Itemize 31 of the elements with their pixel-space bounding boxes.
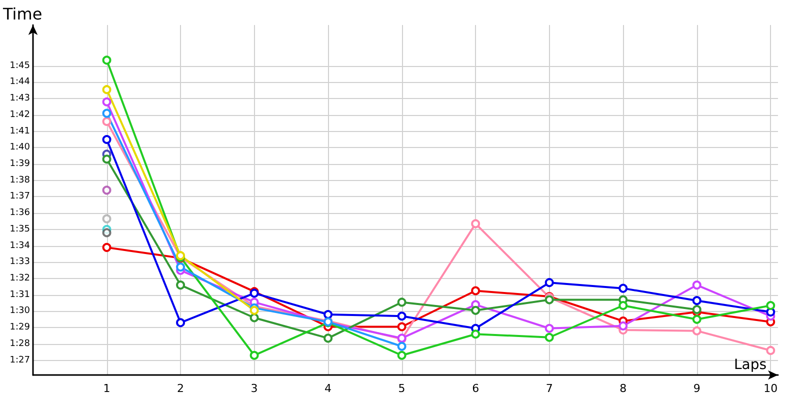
x-tick-label: 7 [546,382,553,395]
x-axis-title: Laps [734,357,767,373]
y-tick-label: 1:35 [10,224,30,234]
y-axis-title: Time [2,4,42,24]
x-tick-label: 1 [103,382,110,395]
x-tick-label: 9 [693,382,700,395]
y-tick-label: 1:36 [10,208,30,218]
x-tick-label: 10 [764,382,778,395]
x-tick-label: 8 [620,382,627,395]
y-tick-label: 1:30 [10,306,30,316]
y-tick-label: 1:40 [10,142,30,153]
y-tick-label: 1:37 [10,192,30,202]
y-tick-label: 1:41 [10,126,30,136]
y-tick-label: 1:31 [10,290,30,300]
y-tick-label: 1:32 [10,274,30,284]
y-tick-label: 1:39 [10,159,30,170]
x-tick-label: 6 [472,382,480,395]
y-tick-label: 1:43 [10,94,30,104]
y-tick-label: 1:29 [10,322,30,333]
y-tick-label: 1:33 [10,257,30,268]
x-tick-label: 3 [250,382,258,395]
y-tick-label: 1:45 [10,60,30,71]
x-tick-label: 2 [177,382,184,395]
x-tick-label: 5 [398,382,406,395]
y-tick-label: 1:28 [10,338,30,349]
x-tick-label: 4 [324,382,332,395]
y-tick-label: 1:44 [10,77,30,88]
y-tick-label: 1:34 [10,240,30,251]
y-tick-label: 1:42 [10,110,30,120]
y-tick-label: 1:27 [10,355,30,366]
y-tick-label: 1:38 [10,175,30,186]
